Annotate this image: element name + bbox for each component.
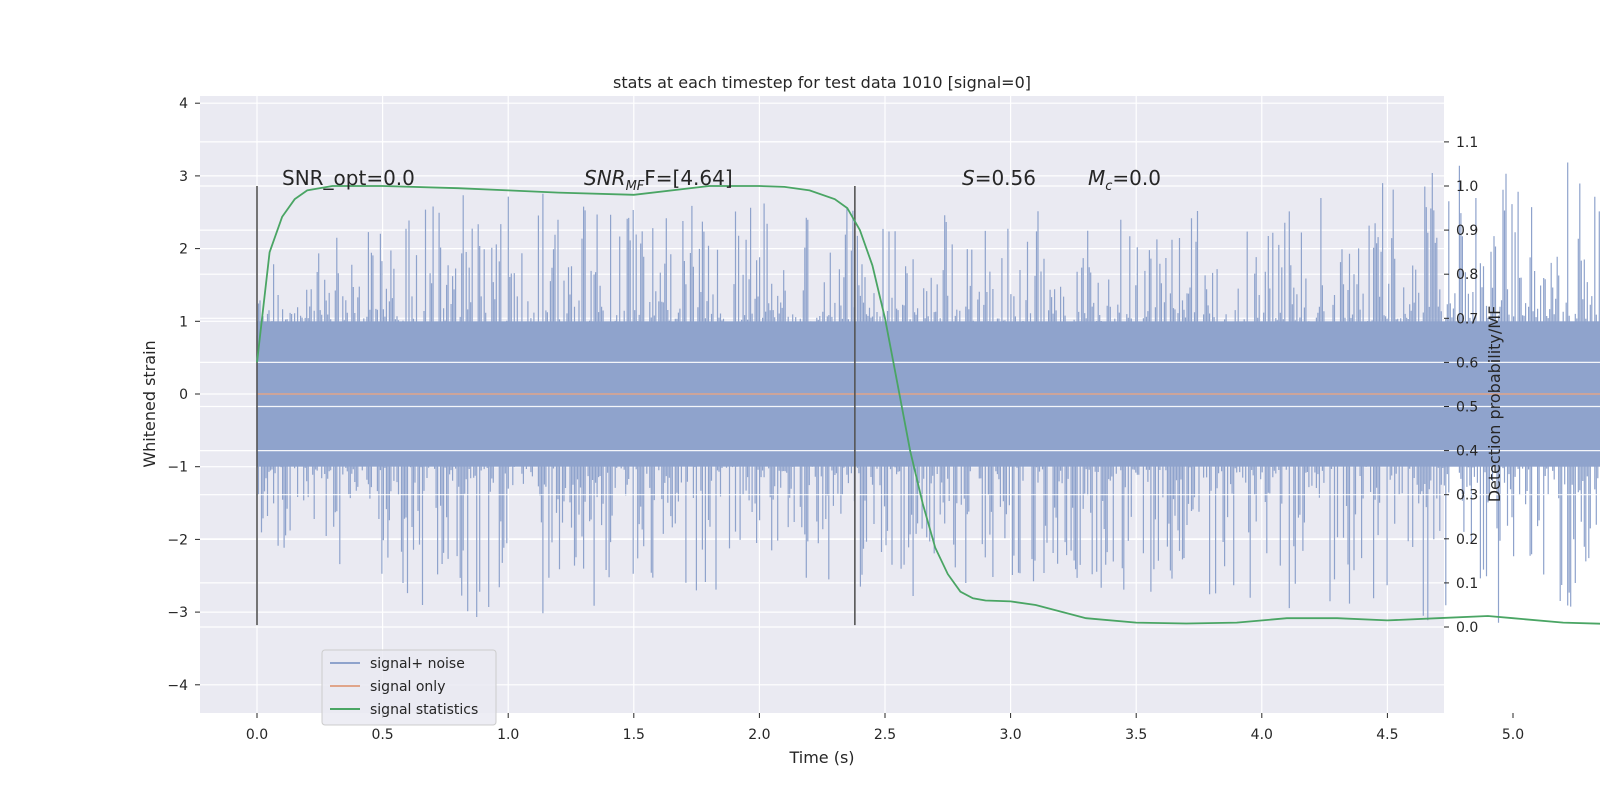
x-tick-label: 2.0	[748, 727, 770, 743]
y2-tick-label: 0.4	[1456, 444, 1478, 460]
annotation-snr-opt: SNR_opt=0.0	[282, 166, 415, 190]
annotation-s: S=0.56	[962, 166, 1036, 190]
x-tick-label: 2.5	[874, 727, 896, 743]
x-tick-label: 5.0	[1502, 727, 1524, 743]
legend-label-signal-noise: signal+ noise	[370, 656, 465, 672]
y-tick-label: −3	[167, 605, 188, 621]
y2-tick-label: 0.3	[1456, 488, 1478, 504]
annotation-snr-mf: SNRMFF=[4.64]	[584, 166, 733, 194]
signal-statistics-line	[256, 185, 1600, 625]
x-tick-label: 4.5	[1376, 727, 1398, 743]
legend-label-signal-only: signal only	[370, 679, 445, 695]
overlay-layer	[256, 185, 1600, 626]
y-tick-label: 1	[179, 314, 188, 330]
y2-tick-label: 0.5	[1456, 400, 1478, 416]
y2-tick-label: 1.0	[1456, 179, 1478, 195]
y2-tick-label: 0.2	[1456, 532, 1478, 548]
y2-tick-label: 1.1	[1456, 135, 1478, 151]
y-tick-label: −1	[167, 460, 188, 476]
y-tick-label: −4	[167, 678, 188, 694]
legend-label-signal-statistics: signal statistics	[370, 702, 478, 718]
x-tick-label: 4.0	[1251, 727, 1273, 743]
x-tick-label: 3.0	[999, 727, 1021, 743]
x-tick-label: 1.0	[497, 727, 519, 743]
y2-tick-label: 0.6	[1456, 355, 1478, 371]
y2-tick-label: 0.0	[1456, 620, 1478, 636]
x-tick-label: 0.0	[246, 727, 268, 743]
legend: signal+ noise signal only signal statist…	[321, 649, 497, 726]
y-axis-label: Whitened strain	[140, 340, 159, 467]
y2-tick-label: 0.7	[1456, 311, 1478, 327]
y2-tick-label: 0.9	[1456, 223, 1478, 239]
y-tick-label: 4	[179, 96, 188, 112]
legend-box	[321, 649, 497, 726]
chart-title: stats at each timestep for test data 101…	[613, 73, 1031, 92]
x-tick-label: 1.5	[623, 727, 645, 743]
x-tick-label: 3.5	[1125, 727, 1147, 743]
x-tick-label: 0.5	[371, 727, 393, 743]
tick-layer: 0.00.51.01.52.02.53.03.54.04.55.05.56.06…	[167, 96, 1524, 743]
y-tick-label: 3	[179, 169, 188, 185]
y2-tick-label: 0.1	[1456, 576, 1478, 592]
y-tick-label: 2	[179, 242, 188, 258]
y2-tick-label: 0.8	[1456, 267, 1478, 283]
y2-axis-label: Detection probability/MF	[1485, 306, 1504, 503]
x-axis-label: Time (s)	[788, 748, 854, 767]
y-tick-label: −2	[167, 532, 188, 548]
annotation-mc: Mc=0.0	[1088, 166, 1161, 194]
y-tick-label: 0	[179, 387, 188, 403]
